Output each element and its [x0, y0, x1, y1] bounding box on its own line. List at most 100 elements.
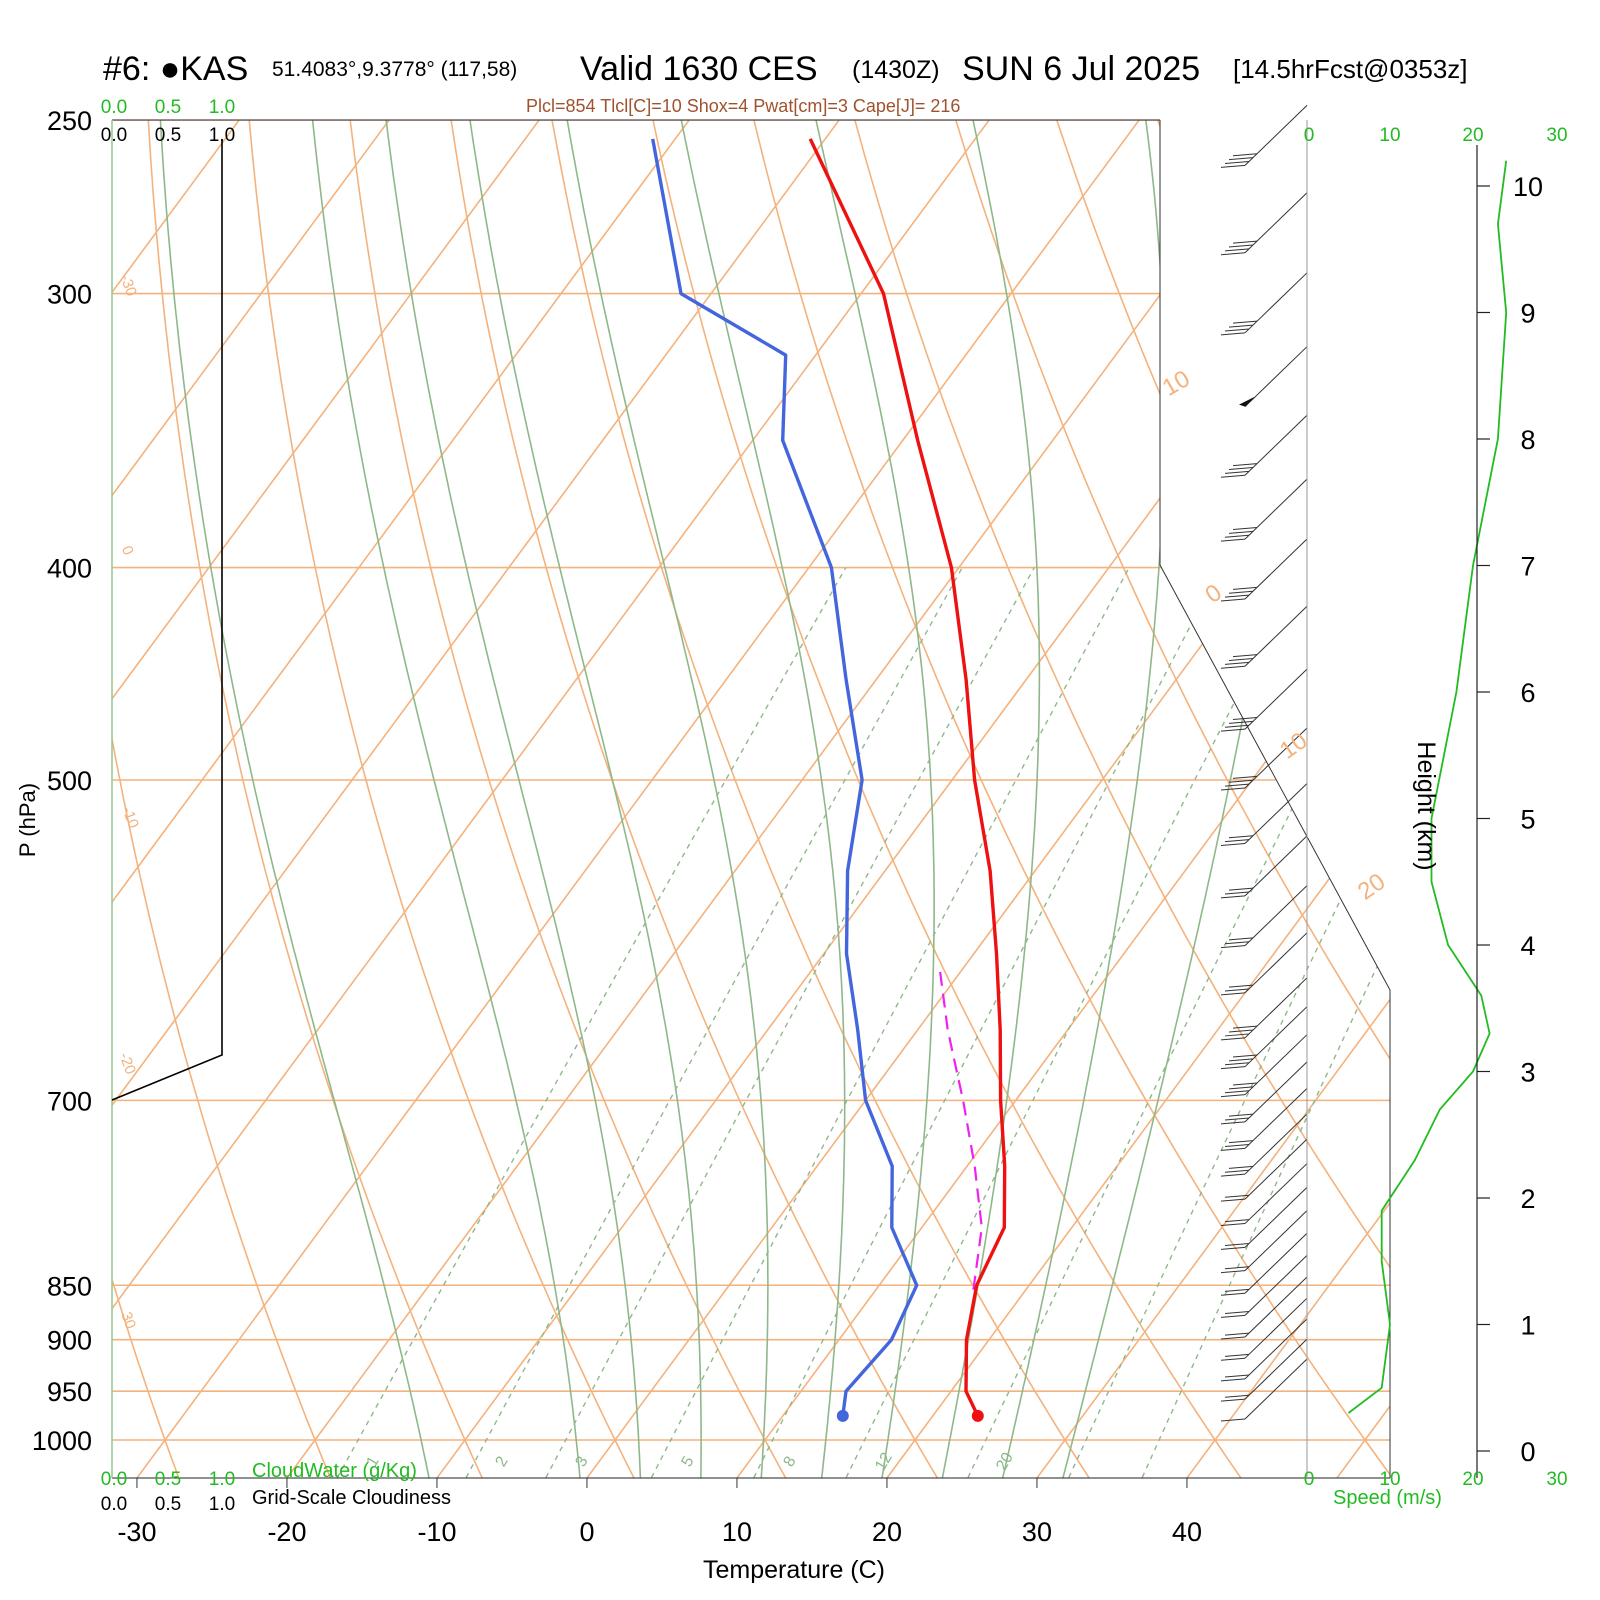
wind-barb-feather — [1220, 474, 1246, 478]
height-tick-label: 3 — [1520, 1058, 1535, 1088]
wind-barb-feather — [1232, 526, 1258, 530]
wind-barb-feather — [1224, 661, 1250, 665]
mixing-ratio-line — [1064, 567, 1390, 1478]
wind-barb-staff — [1244, 346, 1308, 408]
cloud-scale-tick: 1.0 — [209, 1494, 235, 1515]
mixing-ratio-label: 5 — [679, 1454, 698, 1470]
wind-speed-profile — [1347, 160, 1508, 1414]
wind-barb-feather — [1228, 835, 1254, 839]
cloud-scale-tick: 0.0 — [101, 125, 127, 146]
wind-barb-feather — [1224, 1311, 1250, 1315]
wind-barb-feather — [1224, 328, 1250, 332]
moist-adiabat-line — [672, 120, 846, 1478]
dry-adiabat-line — [1143, 120, 1390, 1478]
wind-barb-staff — [1244, 478, 1308, 540]
speed-tick-label: 20 — [1462, 1469, 1483, 1490]
mixing-ratio-line — [646, 567, 1130, 1478]
wind-barb — [1220, 605, 1308, 669]
wind-barb-feather — [1220, 787, 1246, 791]
height-tick-label: 5 — [1520, 805, 1535, 835]
wind-barb-feather — [1220, 945, 1246, 949]
dry-adiabat-line — [1043, 120, 1390, 1478]
wind-barb-feather — [1220, 992, 1246, 996]
dry-adiabat-label: 0 — [118, 544, 137, 558]
zulu-time: (1430Z) — [852, 56, 940, 84]
y-axis-label: P (hPa) — [15, 783, 40, 857]
wind-barb-feather — [1224, 1266, 1250, 1270]
isotherm-line — [580, 120, 1390, 1478]
wind-barb-feather — [1220, 1246, 1246, 1250]
wind-barb-staff — [1244, 1255, 1308, 1316]
wind-barb-feather — [1228, 244, 1254, 248]
dry-adiabat-label: 20 — [1353, 868, 1390, 905]
wind-barb-feather — [1224, 470, 1250, 474]
wind-barb-staff — [1244, 1006, 1308, 1068]
wind-barb — [1220, 1163, 1308, 1227]
wind-barb-staff — [1244, 885, 1308, 946]
wind-barb — [1220, 414, 1308, 478]
wind-barb-feather — [1224, 1288, 1250, 1292]
wind-barb-feather — [1228, 887, 1254, 891]
speed-tick-label: 0 — [1304, 125, 1315, 146]
cloud-scale-tick: 0.0 — [101, 1494, 127, 1515]
wind-barb-staff — [1244, 605, 1308, 667]
wind-barb — [1220, 538, 1308, 602]
mixing-ratio-line — [1137, 567, 1390, 1478]
wind-barb-feather — [1220, 1037, 1246, 1041]
moist-adiabat-line — [308, 120, 582, 1478]
cloud-scale-tick: 1.0 — [209, 125, 235, 146]
pressure-tick-label: 1000 — [32, 1426, 92, 1456]
x-axis-label: Temperature (C) — [703, 1556, 885, 1584]
mixing-ratio-line — [841, 567, 1305, 1478]
wind-barb — [1220, 1232, 1308, 1296]
dry-adiabat-line — [843, 120, 1390, 1478]
isotherm-line — [280, 120, 1290, 1478]
indices-line: Plcl=854 Tlcl[C]=10 Shox=4 Pwat[cm]=3 Ca… — [526, 96, 960, 116]
wind-barb-feather — [1224, 1169, 1250, 1173]
temperature-ticks: -30 -20 -10 0 10 20 30 40 — [117, 1478, 1202, 1547]
height-tick-label: 9 — [1520, 299, 1535, 329]
wind-barb-feather — [1228, 1113, 1254, 1117]
wind-barb-feather — [1228, 1140, 1254, 1144]
dry-adiabat-label: 10 — [1158, 365, 1195, 402]
speed-axis-label: Speed (m/s) — [1333, 1487, 1442, 1509]
wind-barb-feather — [1220, 1223, 1246, 1227]
moist-adiabat-line — [463, 120, 702, 1478]
wind-barb-feather — [1224, 783, 1250, 787]
speed-tick-label: 10 — [1379, 1469, 1400, 1490]
mixing-ratio-label: 20 — [993, 1450, 1017, 1474]
height-tick-label: 2 — [1520, 1184, 1535, 1214]
pressure-tick-label: 950 — [47, 1377, 92, 1407]
isotherm-line — [112, 120, 990, 1478]
wind-barb-feather — [1232, 775, 1258, 779]
height-axis-label: Height (km) — [1412, 741, 1440, 870]
moist-adiabat-line — [939, 120, 1041, 1478]
wind-barb-staff — [1244, 727, 1308, 789]
wind-barb-feather — [1228, 984, 1254, 988]
wind-barb-feather — [1220, 1357, 1246, 1361]
temperature-tick-label: 30 — [1022, 1517, 1052, 1547]
wind-barb — [1220, 1034, 1308, 1098]
wind-barb-feather — [1220, 1336, 1246, 1340]
wind-barb-staff — [1244, 1232, 1308, 1294]
temperature-tick-label: -30 — [117, 1517, 156, 1547]
wind-barb-feather — [1220, 332, 1246, 336]
moist-adiabat-line — [157, 120, 432, 1478]
wind-barb — [1220, 1338, 1308, 1402]
wind-barb-feather — [1232, 586, 1258, 590]
height-tick-label: 10 — [1513, 172, 1543, 202]
temperature-tick-label: 20 — [872, 1517, 902, 1547]
wind-barb-feather — [1228, 466, 1254, 470]
cloud-scale-ticks: 0.0 0.5 1.0 0.0 0.5 1.0 0.0 0.5 1.0 0.0 0.5 1.0 — [101, 97, 235, 1515]
wind-barb-feather — [1220, 1418, 1246, 1422]
wind-barb-staff — [1244, 835, 1308, 897]
wind-barb — [1220, 1006, 1308, 1070]
plot-frame — [111, 119, 1391, 1479]
wind-barb-staff — [1244, 932, 1308, 994]
mixing-ratio-lines — [331, 567, 1390, 1478]
wind-barb-feather — [1224, 1219, 1250, 1223]
wind-barb — [1220, 192, 1308, 256]
dry-adiabat-line — [1443, 81, 1600, 1486]
wind-barb-feather — [1224, 1062, 1250, 1066]
